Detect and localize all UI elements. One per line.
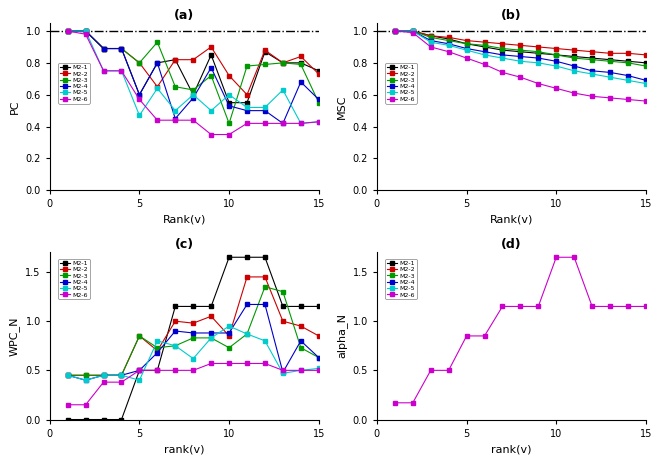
Title: (c): (c): [175, 238, 194, 251]
Legend: M2-1, M2-2, M2-3, M2-4, M2-5, M2-6: M2-1, M2-2, M2-3, M2-4, M2-5, M2-6: [385, 259, 416, 300]
Title: (b): (b): [501, 9, 522, 22]
Legend: M2-1, M2-2, M2-3, M2-4, M2-5, M2-6: M2-1, M2-2, M2-3, M2-4, M2-5, M2-6: [58, 259, 89, 300]
Y-axis label: MSC: MSC: [337, 94, 347, 119]
Y-axis label: PC: PC: [10, 100, 20, 114]
X-axis label: rank(v): rank(v): [164, 444, 204, 454]
Legend: M2-1, M2-2, M2-3, M2-4, M2-5, M2-6: M2-1, M2-2, M2-3, M2-4, M2-5, M2-6: [385, 63, 416, 104]
Title: (a): (a): [174, 9, 194, 22]
Title: (d): (d): [501, 238, 522, 251]
X-axis label: rank(v): rank(v): [491, 444, 531, 454]
Y-axis label: alpha_N: alpha_N: [336, 313, 347, 358]
Legend: M2-1, M2-2, M2-3, M2-4, M2-5, M2-6: M2-1, M2-2, M2-3, M2-4, M2-5, M2-6: [58, 63, 89, 104]
X-axis label: Rank(v): Rank(v): [490, 215, 533, 225]
X-axis label: Rank(v): Rank(v): [163, 215, 206, 225]
Y-axis label: WPC_N: WPC_N: [9, 316, 20, 356]
